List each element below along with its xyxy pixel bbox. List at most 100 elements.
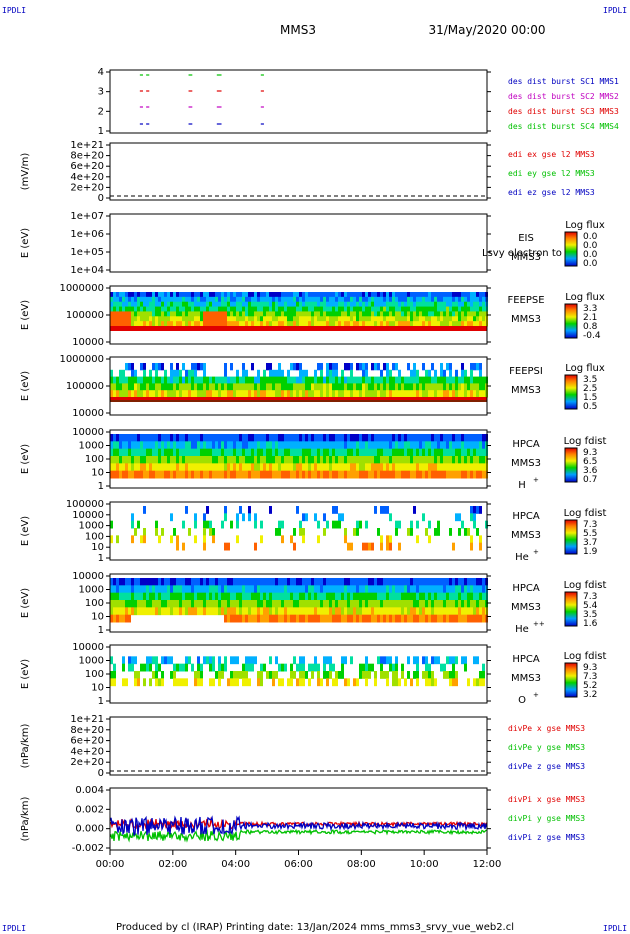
spectrogram-cell bbox=[137, 321, 140, 327]
spectrogram-cell bbox=[173, 316, 176, 322]
spectrogram-cell bbox=[404, 292, 407, 298]
spectrogram-cell bbox=[377, 316, 380, 322]
spectrogram-cell bbox=[317, 311, 320, 317]
spectrogram-cell bbox=[344, 456, 347, 464]
spectrogram-cell bbox=[203, 306, 206, 312]
spectrogram-cell bbox=[416, 663, 419, 672]
spectrogram-cell bbox=[215, 316, 218, 322]
species-charge: + bbox=[533, 691, 539, 699]
spectrogram-cell bbox=[125, 390, 128, 398]
spectrogram-cell bbox=[413, 671, 416, 679]
spectrogram-band bbox=[110, 397, 487, 400]
spectrogram-cell bbox=[155, 656, 158, 665]
spectrogram-cell bbox=[158, 321, 161, 327]
spectrogram-cell bbox=[362, 363, 365, 371]
spectrogram-cell bbox=[260, 578, 263, 586]
spectrogram-cell bbox=[419, 441, 422, 450]
spectrogram-cell bbox=[242, 463, 245, 472]
spectrogram-cell bbox=[320, 578, 323, 586]
spectrogram-cell bbox=[185, 321, 188, 327]
colorbar-tick-label: 0.0 bbox=[583, 241, 598, 251]
spectrogram-cell bbox=[455, 306, 458, 312]
spectrogram-cell bbox=[443, 292, 446, 298]
spectrogram-cell bbox=[230, 434, 233, 442]
spectrogram-cell bbox=[200, 470, 203, 479]
colorbar-tick-label: 3.7 bbox=[583, 538, 597, 548]
spectrogram-cell bbox=[293, 390, 296, 398]
spectrogram-cell bbox=[242, 296, 245, 303]
plot-date: 31/May/2020 00:00 bbox=[428, 23, 545, 37]
spectrogram-cell bbox=[191, 663, 194, 672]
spectrogram-cell bbox=[149, 470, 152, 479]
spectrogram-cell bbox=[221, 306, 224, 312]
spectrogram-cell bbox=[410, 301, 413, 308]
spectrogram-cell bbox=[299, 441, 302, 450]
spectrogram-cell bbox=[389, 448, 392, 457]
spectrogram-cell bbox=[470, 321, 473, 327]
spectrogram-cell bbox=[317, 321, 320, 327]
spectrogram-cell bbox=[410, 578, 413, 586]
spectrogram-cell bbox=[404, 306, 407, 312]
spectrogram-cell bbox=[245, 678, 248, 687]
spectrogram-cell bbox=[119, 578, 122, 586]
spectrogram-cell bbox=[290, 363, 293, 371]
spectrogram-cell bbox=[350, 592, 353, 601]
spectrogram-cell bbox=[122, 316, 125, 322]
spectrogram-cell bbox=[407, 383, 410, 391]
spectrogram-cell bbox=[434, 600, 437, 608]
spectrogram-cell bbox=[158, 376, 161, 384]
spectrogram-cell bbox=[188, 600, 191, 608]
spectrogram-cell bbox=[203, 470, 206, 479]
y-tick-label: 1 bbox=[98, 126, 104, 137]
spectrogram-cell bbox=[377, 311, 380, 317]
spectrogram-cell bbox=[140, 456, 143, 464]
spectrogram-cell bbox=[263, 585, 266, 594]
spectrogram-cell bbox=[455, 513, 458, 522]
spectrogram-cell bbox=[272, 614, 275, 623]
spectrogram-cell bbox=[329, 607, 332, 616]
spectrogram-cell bbox=[212, 296, 215, 303]
spectrogram-cell bbox=[350, 369, 353, 378]
spectrogram-cell bbox=[449, 301, 452, 308]
spectrogram-cell bbox=[314, 316, 317, 322]
spectrogram-cell bbox=[254, 614, 257, 623]
spectrogram-cell bbox=[149, 296, 152, 303]
spectrogram-cell bbox=[476, 363, 479, 371]
spectrogram-cell bbox=[461, 306, 464, 312]
spectrogram-cell bbox=[410, 296, 413, 303]
spectrogram-cell bbox=[362, 607, 365, 616]
spectrogram-cell bbox=[152, 434, 155, 442]
spectrogram-cell bbox=[164, 463, 167, 472]
spectrogram-cell bbox=[230, 470, 233, 479]
spectrogram-cell bbox=[176, 463, 179, 472]
spectrogram-cell bbox=[374, 614, 377, 623]
spectrogram-cell bbox=[296, 614, 299, 623]
spectrogram-cell bbox=[464, 600, 467, 608]
spectrogram-cell bbox=[200, 306, 203, 312]
spectrogram-cell bbox=[197, 321, 200, 327]
spectrogram-cell bbox=[401, 607, 404, 616]
spectrogram-cell bbox=[374, 578, 377, 586]
spectrogram-cell bbox=[398, 296, 401, 303]
spectrogram-cell bbox=[329, 441, 332, 450]
spectrogram-cell bbox=[416, 578, 419, 586]
spectrogram-cell bbox=[224, 390, 227, 398]
spectrogram-cell bbox=[260, 296, 263, 303]
spectrogram-cell bbox=[359, 441, 362, 450]
spectrogram-cell bbox=[191, 321, 194, 327]
spectrogram-cell bbox=[461, 390, 464, 398]
spectrogram-cell bbox=[464, 578, 467, 586]
spectrogram-cell bbox=[221, 311, 224, 317]
spectrogram-cell bbox=[302, 316, 305, 322]
spectrogram-cell bbox=[380, 463, 383, 472]
colorbar-tick-label: 7.3 bbox=[583, 520, 597, 530]
spectrogram-cell bbox=[242, 614, 245, 623]
spectrogram-cell bbox=[341, 434, 344, 442]
spectrogram-cell bbox=[377, 614, 380, 623]
spectrogram-cell bbox=[377, 585, 380, 594]
spectrogram-cell bbox=[392, 321, 395, 327]
spectrogram-cell bbox=[113, 301, 116, 308]
spectrogram-cell bbox=[407, 448, 410, 457]
spectrogram-cell bbox=[437, 585, 440, 594]
